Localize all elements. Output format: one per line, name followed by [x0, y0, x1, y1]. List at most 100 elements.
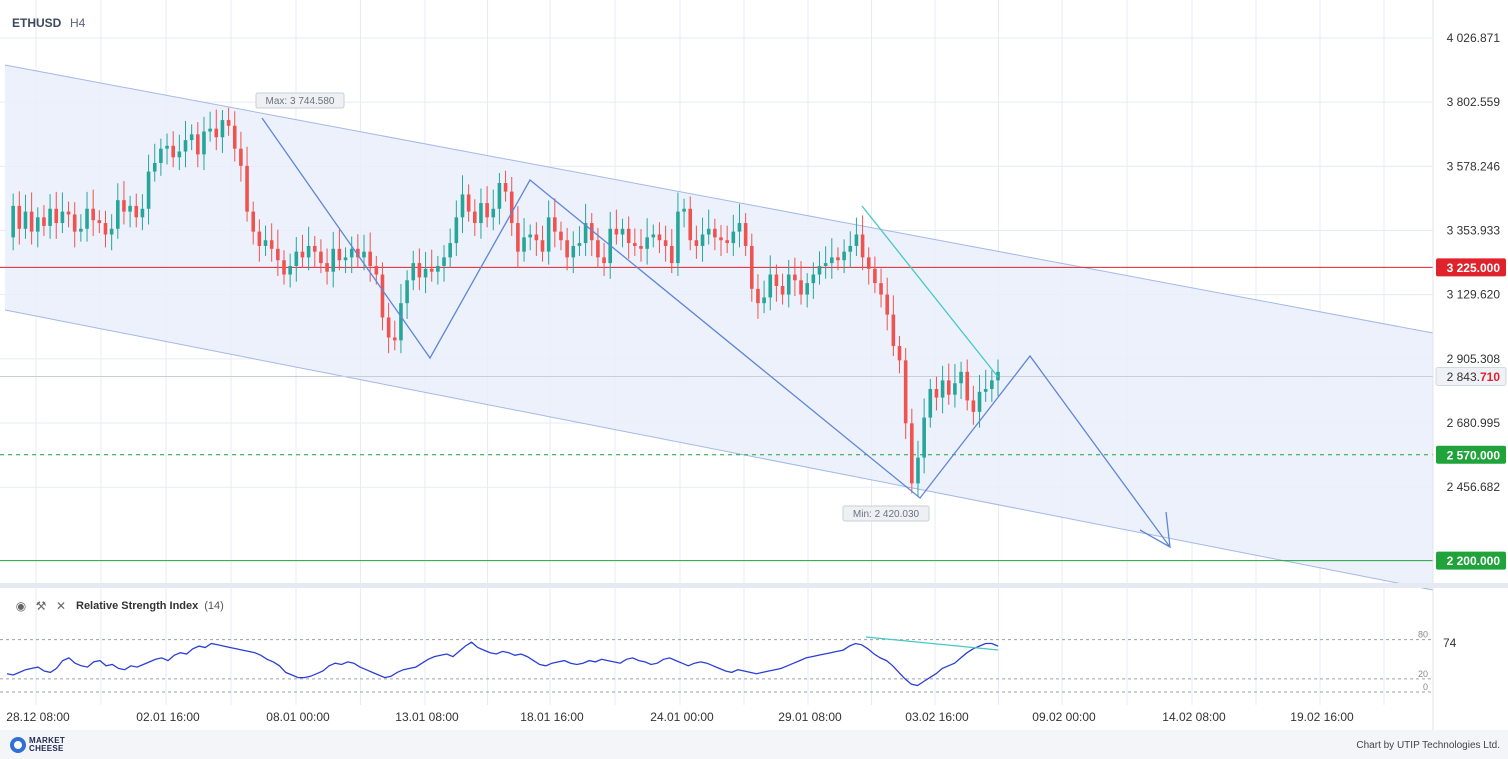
candle-body — [688, 208, 693, 241]
logo-line1: MARKET — [29, 736, 66, 745]
min-label: Min: 2 420.030 — [853, 509, 920, 520]
candle-body — [626, 228, 631, 244]
candle-body — [516, 223, 520, 252]
candle-body — [325, 263, 329, 272]
candle-body — [362, 251, 366, 258]
candle-body — [713, 228, 717, 238]
candle-body — [633, 243, 637, 246]
candle-body — [823, 263, 828, 266]
candle-body — [48, 208, 52, 226]
eye-icon[interactable]: ◉ — [15, 599, 27, 613]
candle-body — [79, 228, 83, 232]
price-tick-label: 3 578.246 — [1447, 159, 1501, 173]
candle-body — [196, 134, 200, 155]
candle-body — [940, 380, 945, 398]
rsi-level-label: 20 — [1418, 669, 1428, 679]
candle-body — [109, 228, 114, 235]
candle-body — [553, 217, 557, 232]
candle-body — [497, 183, 502, 209]
candle-body — [682, 208, 686, 212]
candle-body — [399, 303, 403, 341]
candle-body — [128, 205, 132, 212]
candle-body — [300, 251, 305, 258]
candle-body — [780, 285, 785, 295]
candle-body — [115, 200, 120, 229]
candle-body — [189, 134, 194, 141]
candle-body — [805, 283, 809, 295]
zigzag-arrowhead — [1139, 511, 1171, 549]
logo-line2: CHEESE — [29, 744, 64, 753]
candle-body — [503, 183, 508, 192]
candle-body — [134, 205, 139, 218]
candle-body — [879, 283, 883, 295]
close-icon[interactable]: ✕ — [55, 599, 67, 613]
level-badge-label: 3 225.000 — [1447, 261, 1501, 275]
candle-body — [220, 120, 225, 138]
candle-body — [928, 388, 933, 418]
candle-body — [885, 294, 890, 315]
candle-body — [349, 248, 354, 258]
candle-body — [866, 257, 871, 269]
channel-top-line — [4, 64, 1434, 334]
candle-body — [306, 245, 311, 258]
candle-body — [442, 257, 446, 266]
candle-body — [645, 237, 649, 249]
candle-body — [479, 203, 483, 224]
candle-body — [749, 245, 754, 289]
candle-body — [473, 211, 477, 224]
candle-body — [669, 245, 674, 264]
candle-body — [873, 268, 877, 284]
candle-body — [528, 234, 532, 238]
candle-body — [448, 243, 452, 258]
candle-body — [694, 240, 699, 246]
candle-body — [146, 171, 151, 209]
candle-body — [983, 388, 988, 392]
rsi-divergence-line — [865, 636, 999, 651]
candle-body — [319, 251, 323, 264]
time-tick-label: 29.01 08:00 — [778, 710, 842, 724]
candle-body — [589, 223, 594, 241]
candle-body — [405, 280, 409, 304]
panel-separator — [0, 583, 1508, 588]
candle-body — [11, 205, 15, 238]
wrench-icon[interactable]: ⚒ — [35, 599, 47, 613]
level-badge-label: 2 200.000 — [1447, 554, 1501, 568]
candle-body — [565, 240, 569, 258]
candle-body — [793, 274, 797, 281]
chart-annotations: Max: 3 744.580 Min: 2 420.030 — [255, 92, 930, 522]
candle-body — [269, 240, 274, 249]
candle-body — [171, 145, 175, 158]
level-badge-target-1 — [1436, 445, 1506, 464]
candle-body — [214, 128, 219, 138]
current-price-badge — [1435, 366, 1507, 386]
price-tick-label: 3 353.933 — [1447, 224, 1501, 238]
price-tick-label: 2 456.682 — [1447, 480, 1501, 494]
candle-body — [922, 417, 926, 458]
candle-body — [91, 208, 95, 221]
candle-body — [368, 251, 372, 266]
candle-body — [596, 240, 600, 258]
level-badge-label: 2 570.000 — [1447, 448, 1501, 462]
candle-body — [522, 237, 526, 252]
candle-body — [436, 265, 440, 272]
time-tick-label: 19.02 16:00 — [1290, 710, 1354, 724]
price-tick-label: 2 680.995 — [1447, 416, 1501, 430]
time-axis: 28.12 08:00 02.01 16:00 08.01 00:00 13.01 0… — [6, 710, 1354, 724]
time-tick-label: 03.02 16:00 — [905, 710, 969, 724]
price-axis: 4 026.871 3 802.559 3 578.246 3 353.933 3 12… — [1432, 0, 1507, 730]
candle-body — [29, 211, 34, 232]
candle-body — [17, 205, 22, 229]
symbol-label: ETHUSD — [12, 16, 62, 30]
rsi-header: ◉ ⚒ ✕ Relative Strength Index (14) — [12, 597, 224, 615]
time-tick-label: 09.02 00:00 — [1032, 710, 1096, 724]
rsi-level-label: 0 — [1423, 682, 1428, 692]
candle-body — [386, 317, 391, 338]
channel-bottom-line — [4, 309, 1434, 591]
time-tick-label: 08.01 00:00 — [266, 710, 330, 724]
candle-body — [756, 288, 760, 304]
candle-body — [257, 231, 262, 246]
level-badge-target-2 — [1436, 551, 1506, 570]
candle-body — [959, 371, 963, 384]
candle-body — [374, 265, 379, 275]
